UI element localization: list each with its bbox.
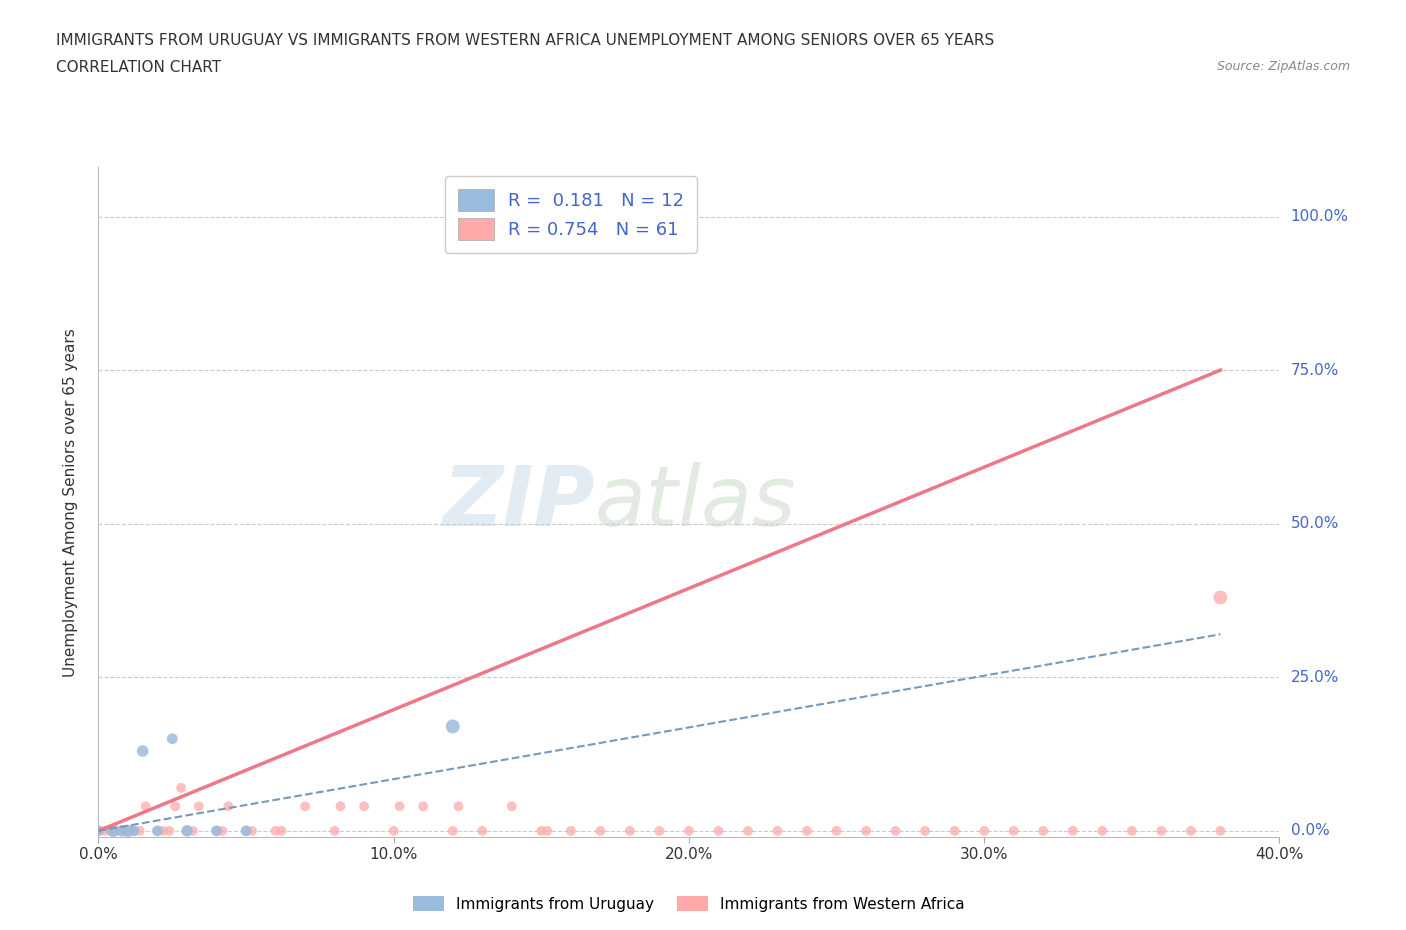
Point [1091,823,1114,838]
Text: atlas: atlas [595,461,796,543]
Point [205,823,228,838]
Point [240,823,263,838]
Point [530,823,553,838]
Point [117,823,139,838]
Point [146,823,169,838]
Point [217,799,239,814]
Point [165,799,187,814]
Point [1209,590,1232,604]
Y-axis label: Unemployment Among Seniors over 65 years: Unemployment Among Seniors over 65 years [63,328,77,677]
Point [176,823,198,838]
Point [235,823,257,838]
Point [353,799,375,814]
Point [796,823,818,838]
Text: CORRELATION CHART: CORRELATION CHART [56,60,221,75]
Point [211,823,233,838]
Text: 50.0%: 50.0% [1291,516,1339,531]
Point [93,823,115,838]
Point [1180,823,1202,838]
Point [152,823,174,838]
Point [128,823,150,838]
Point [264,823,287,838]
Point [122,823,145,838]
Point [1209,823,1232,838]
Point [441,719,464,734]
Point [205,823,228,838]
Text: 0.0%: 0.0% [1291,823,1330,838]
Point [146,823,169,838]
Point [135,799,157,814]
Text: 100.0%: 100.0% [1291,209,1348,224]
Text: IMMIGRANTS FROM URUGUAY VS IMMIGRANTS FROM WESTERN AFRICA UNEMPLOYMENT AMONG SEN: IMMIGRANTS FROM URUGUAY VS IMMIGRANTS FR… [56,33,994,47]
Point [1150,823,1173,838]
Point [943,823,966,838]
Point [560,823,582,838]
Point [766,823,789,838]
Legend: Immigrants from Uruguay, Immigrants from Western Africa: Immigrants from Uruguay, Immigrants from… [408,889,970,918]
Point [323,823,346,838]
Legend: R =  0.181   N = 12, R = 0.754   N = 61: R = 0.181 N = 12, R = 0.754 N = 61 [444,177,697,253]
Point [87,823,110,838]
Point [382,823,405,838]
Point [117,823,139,838]
Text: 25.0%: 25.0% [1291,670,1339,684]
Point [181,823,204,838]
Point [170,780,193,795]
Point [1002,823,1025,838]
Point [388,799,411,814]
Point [157,823,180,838]
Point [294,799,316,814]
Point [98,823,121,838]
Point [973,823,995,838]
Point [176,823,198,838]
Point [412,799,434,814]
Point [162,731,183,746]
Point [501,799,523,814]
Point [471,823,494,838]
Point [111,823,134,838]
Point [707,823,730,838]
Point [103,823,125,838]
Point [87,823,110,838]
Point [914,823,936,838]
Text: Source: ZipAtlas.com: Source: ZipAtlas.com [1216,60,1350,73]
Point [187,799,209,814]
Point [1062,823,1084,838]
Point [132,744,155,759]
Point [648,823,671,838]
Point [111,823,134,838]
Point [270,823,292,838]
Point [619,823,641,838]
Point [884,823,907,838]
Text: 75.0%: 75.0% [1291,363,1339,378]
Point [855,823,877,838]
Point [235,823,257,838]
Point [441,823,464,838]
Point [1032,823,1054,838]
Point [825,823,848,838]
Text: ZIP: ZIP [441,461,595,543]
Point [329,799,352,814]
Point [536,823,558,838]
Point [737,823,759,838]
Point [678,823,700,838]
Point [1121,823,1143,838]
Point [447,799,470,814]
Point [105,823,128,838]
Point [589,823,612,838]
Point [122,823,145,838]
